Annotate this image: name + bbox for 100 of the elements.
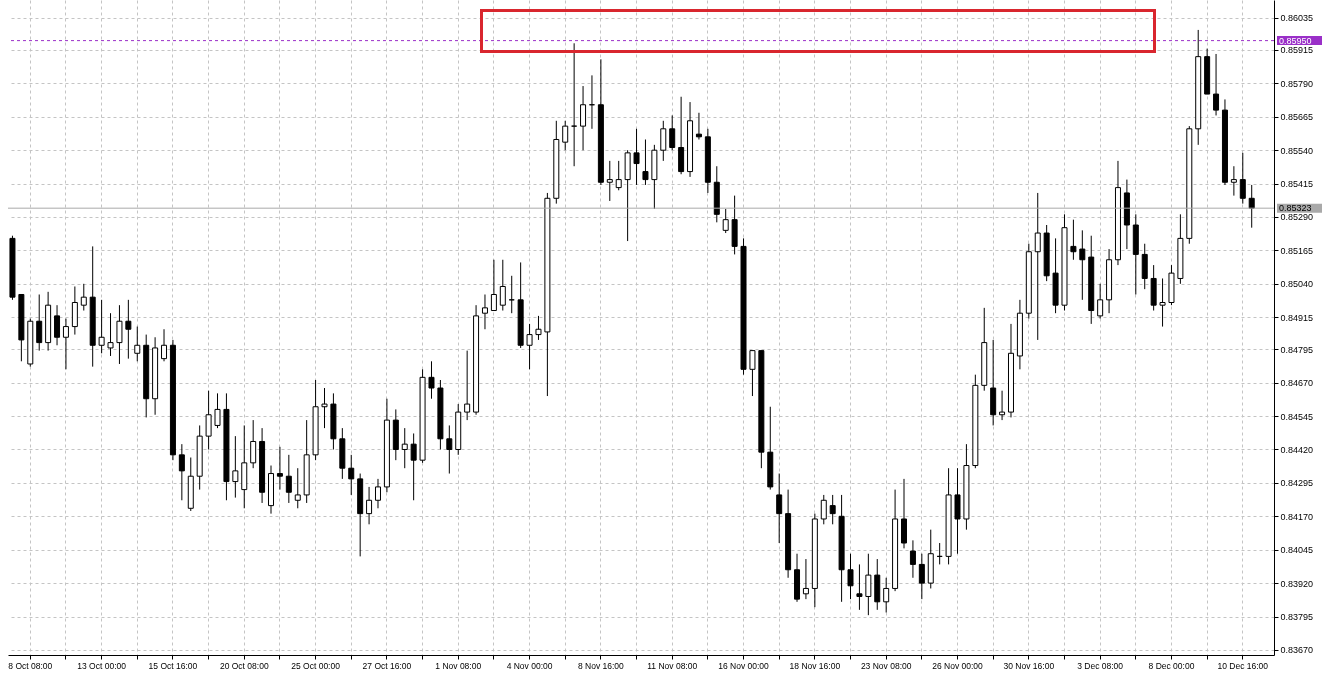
y-tick-label: 0.83670: [1280, 645, 1314, 656]
y-tick-label: 0.85915: [1280, 45, 1314, 56]
candlestick: [490, 259, 497, 312]
candlestick: [749, 350, 756, 397]
y-tick-label: 0.84420: [1280, 444, 1314, 455]
candlestick: [660, 120, 667, 162]
candlestick: [1079, 229, 1086, 301]
x-tick-label: 1 Nov 08:00: [435, 660, 482, 671]
y-tick-label: 0.85290: [1280, 212, 1314, 223]
y-tick-label: 0.84670: [1280, 378, 1314, 389]
candlestick: [918, 553, 925, 600]
candlestick: [1159, 277, 1166, 328]
x-tick-label: 16 Nov 00:00: [718, 660, 770, 671]
candlestick: [1034, 192, 1041, 341]
candlestick: [250, 419, 257, 469]
candlestick: [214, 392, 221, 429]
candlestick: [909, 539, 916, 579]
x-tick-label: 30 Nov 16:00: [1003, 660, 1055, 671]
candlestick: [232, 435, 239, 499]
x-tick-label: 26 Nov 00:00: [932, 660, 984, 671]
x-tick-label: 13 Oct 00:00: [77, 660, 127, 671]
candlestick: [54, 304, 61, 346]
x-tick-label: 23 Nov 08:00: [860, 660, 912, 671]
y-tick-label: 0.84915: [1280, 312, 1314, 323]
x-tick-label: 8 Nov 16:00: [577, 660, 625, 671]
candlestick: [410, 432, 417, 501]
candlestick: [856, 563, 863, 611]
y-tick-label: 0.83920: [1280, 578, 1314, 589]
y-tick-label: 0.85040: [1280, 279, 1314, 290]
candlestick: [366, 486, 373, 525]
candlestick: [134, 326, 141, 362]
candlestick: [1248, 184, 1255, 229]
candlestick: [125, 299, 132, 360]
candlestick: [776, 473, 783, 544]
x-tick-label: 18 Nov 16:00: [789, 660, 841, 671]
x-tick-label: 20 Oct 08:00: [219, 660, 269, 671]
candlestick: [481, 294, 488, 330]
x-tick-label: 11 Nov 08:00: [647, 660, 698, 671]
candlestick: [1230, 165, 1237, 197]
candlestick: [722, 208, 729, 234]
candlestick: [999, 390, 1006, 421]
x-tick-label: 10 Dec 16:00: [1217, 660, 1269, 671]
candlestick: [1070, 219, 1077, 261]
candlestick: [606, 160, 613, 202]
candlestick: [642, 139, 649, 186]
candlestick: [98, 299, 105, 354]
candlestick: [401, 427, 408, 469]
candlestick: [802, 558, 809, 600]
y-tick-label: 0.85165: [1280, 245, 1314, 256]
x-tick-label: 25 Oct 00:00: [291, 660, 341, 671]
x-tick-label: 27 Oct 16:00: [362, 660, 412, 671]
candlestick: [348, 454, 355, 496]
x-tick-label: 8 Dec 00:00: [1148, 660, 1195, 671]
candlestick: [580, 85, 587, 151]
candlestick: [499, 259, 506, 312]
y-tick-label: 0.84170: [1280, 511, 1314, 522]
candlestick: [847, 553, 854, 600]
y-tick-label: 0.85665: [1280, 112, 1314, 123]
candlestick: [428, 360, 435, 400]
candlestick: [446, 424, 453, 475]
candlestick: [829, 494, 836, 525]
candlestick: [36, 294, 43, 352]
y-tick-label: 0.84545: [1280, 411, 1314, 422]
candlestick: [865, 553, 872, 616]
candlestick: [205, 390, 212, 450]
x-tick-label: 15 Oct 16:00: [148, 660, 198, 671]
ref-line-label: 0.85323: [1279, 203, 1312, 214]
y-tick-label: 0.83795: [1280, 612, 1314, 623]
y-tick-label: 0.84795: [1280, 344, 1314, 355]
y-tick-label: 0.85790: [1280, 78, 1314, 89]
candlestick: [669, 114, 676, 151]
candlestick: [526, 323, 533, 370]
candlestick: [535, 315, 542, 341]
candlestick: [883, 577, 890, 614]
y-tick-label: 0.84045: [1280, 545, 1314, 556]
ref-line-label: 0.85950: [1279, 35, 1312, 46]
x-tick-label: 3 Dec 08:00: [1077, 660, 1124, 671]
candlestick: [571, 42, 578, 167]
candlestick: [285, 454, 292, 504]
candlestick: [161, 328, 168, 362]
candlestick: [178, 443, 185, 501]
candlestick: [562, 120, 569, 151]
candlestick: [633, 128, 640, 186]
candlestick: [321, 387, 328, 429]
x-tick-label: 8 Oct 08:00: [8, 660, 53, 671]
candlestick: [116, 304, 123, 365]
candlestick: [1239, 152, 1246, 205]
y-tick-label: 0.85415: [1280, 179, 1314, 190]
candlestick: [80, 283, 87, 312]
y-tick-label: 0.84295: [1280, 478, 1314, 489]
candlestick: [276, 446, 283, 491]
candlestick: [107, 312, 114, 357]
candlestick: [62, 318, 69, 370]
candlestick: [294, 467, 301, 509]
y-tick-label: 0.86035: [1280, 13, 1314, 24]
x-tick-label: 4 Nov 00:00: [506, 660, 553, 671]
candlestick: [820, 494, 827, 525]
candlestick: [1097, 283, 1104, 320]
candlestick: [1213, 53, 1220, 116]
y-tick-label: 0.85540: [1280, 145, 1314, 156]
